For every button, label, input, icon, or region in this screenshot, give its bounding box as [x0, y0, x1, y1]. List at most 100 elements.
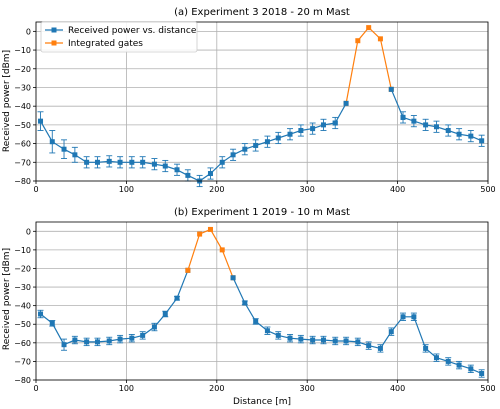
panel-a-data-point: [468, 133, 474, 139]
panel-a-xtick-label: 100: [119, 185, 134, 194]
panel-b-ytick-label: −10: [14, 246, 31, 255]
panel-a-data-point: [140, 159, 146, 165]
panel-b-data-point: [117, 336, 123, 342]
panel-a-xtick-label: 300: [300, 185, 315, 194]
panel-a-series-line: [334, 103, 347, 124]
panel-a-ytick-label: −20: [14, 65, 31, 74]
panel-a-data-point: [162, 163, 168, 169]
panel-a-series-line: [345, 26, 392, 104]
panel-b-data-point: [343, 338, 349, 344]
panel-a-series-1: [343, 25, 394, 106]
panel-b-ytick-label: −80: [14, 376, 31, 385]
panel-b-data-point: [366, 343, 372, 349]
panel-b-data-point: [468, 366, 474, 372]
panel-b-series-line: [187, 228, 234, 279]
panel-b-data-point: [129, 335, 135, 341]
panel-a-xtick-label: 400: [390, 185, 405, 194]
panel-b-data-point: [94, 339, 100, 345]
panel-a-ylabel: Received power [dBm]: [2, 50, 12, 152]
panel-a-data-point: [242, 146, 248, 152]
panel-a-ytick-label: −60: [14, 140, 31, 149]
panel-a-data-point: [298, 127, 304, 133]
panel-a-data-point: [219, 159, 225, 165]
panel-a-data-point: [275, 135, 281, 141]
panel-a-ytick-label: −70: [14, 158, 31, 167]
panel-b-xtick-label: 100: [119, 384, 134, 393]
panel-b-data-point: [298, 336, 304, 342]
panel-b-data-point: [355, 339, 361, 345]
panel-a-data-point: [388, 86, 394, 92]
panel-b-xtick-label: 300: [300, 384, 315, 393]
panel-a-data-point: [117, 159, 123, 165]
panel-a-data-point: [287, 131, 293, 137]
panel-b-ytick-label: −60: [14, 339, 31, 348]
panel-b-data-point: [445, 358, 451, 364]
panel-a-ytick-label: 0: [26, 27, 31, 36]
panel-b-data-point: [310, 337, 316, 343]
panel-b-xlabel: Distance [m]: [233, 397, 291, 407]
panel-b-data-point: [332, 338, 338, 344]
panel-b-series-1: [185, 226, 236, 281]
panel-a-data-point: [49, 139, 55, 145]
panel-a-data-point: [129, 159, 135, 165]
panel-b-data-point: [253, 318, 259, 324]
panel-b-data-point: [38, 311, 44, 317]
panel-b-data-point: [456, 362, 462, 368]
panel-b-xtick-label: 0: [33, 384, 38, 393]
panel-a-data-point: [456, 131, 462, 137]
panel-b-xtick-label: 500: [480, 384, 495, 393]
panel-b-ytick-label: −20: [14, 264, 31, 273]
panel-b-data-point: [377, 345, 383, 351]
panel-b-data-point: [400, 314, 406, 320]
panel-a-data-point: [423, 122, 429, 128]
panel-b-grid: [35, 222, 489, 381]
panel-b-data-point: [275, 332, 281, 338]
panel-b-data-point: [72, 337, 78, 343]
panel-a-xtick-label: 200: [209, 185, 224, 194]
panel-b-data-point: [207, 226, 213, 232]
legend-marker-power: [51, 27, 57, 33]
panel-a-series-4: [388, 86, 406, 120]
panel-a-data-point: [106, 158, 112, 164]
panel-a-series-2: [400, 111, 485, 147]
legend-label-power: Received power vs. distance: [68, 26, 197, 36]
panel-b-series-2: [230, 275, 485, 378]
panel-a-data-point: [72, 152, 78, 158]
panel-a-ytick-label: −50: [14, 121, 31, 130]
panel-a-data-point: [207, 171, 213, 177]
panel-a-data-point: [61, 146, 67, 152]
panel-b-data-point: [320, 337, 326, 343]
panel-b-data-point: [151, 324, 157, 330]
panel-b-data-point: [219, 247, 225, 253]
panel-b-data-point: [287, 335, 293, 341]
panel-b-data-point: [423, 345, 429, 351]
panel-a: (a) Experiment 3 2018 - 20 m Mast Receiv…: [2, 7, 496, 194]
panel-a-data-point: [185, 172, 191, 178]
panel-b-data-point: [84, 339, 90, 345]
panel-b-data-point: [230, 275, 236, 281]
panel-a-ytick-label: −80: [14, 177, 31, 186]
panel-b-xtick-label: 200: [209, 384, 224, 393]
panel-b-series-0: [37, 267, 191, 351]
panel-a-series-0: [37, 111, 339, 188]
panel-b-ytick-label: −40: [14, 302, 31, 311]
panel-b-series-line: [232, 277, 482, 375]
panel-a-data-point: [400, 114, 406, 120]
panel-b-title: (b) Experiment 1 2019 - 10 m Mast: [174, 207, 350, 218]
panel-a-data-point: [366, 25, 372, 31]
panel-a-data-point: [332, 120, 338, 126]
panel-b: (b) Experiment 1 2019 - 10 m Mast Receiv…: [2, 207, 496, 407]
panel-b-data-point: [411, 314, 417, 320]
legend: Received power vs. distance Integrated g…: [40, 21, 198, 53]
panel-a-data-point: [377, 36, 383, 42]
panel-b-ytick-label: −50: [14, 320, 31, 329]
panel-b-data-point: [174, 295, 180, 301]
panel-a-ytick-label: −30: [14, 83, 31, 92]
panel-a-data-point: [479, 138, 485, 144]
panel-b-ytick-label: 0: [26, 227, 31, 236]
panel-a-data-point: [151, 161, 157, 167]
panel-b-data-point: [433, 355, 439, 361]
panel-b-xtick-label: 400: [390, 384, 405, 393]
panel-a-ytick-label: −10: [14, 46, 31, 55]
